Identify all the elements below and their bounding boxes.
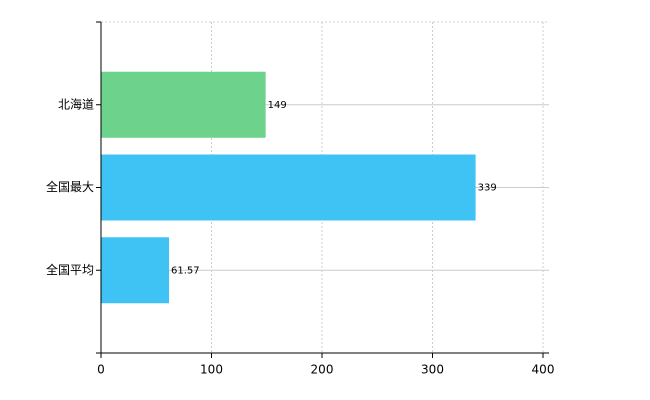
bar (101, 71, 266, 138)
y-tick-label: 全国平均 (46, 262, 94, 277)
x-tick-label: 400 (532, 363, 555, 377)
y-tick-label: 全国最大 (46, 179, 94, 194)
value-label: 149 (268, 100, 287, 111)
x-tick-label: 300 (421, 363, 444, 377)
x-tick-label: 200 (311, 363, 334, 377)
bar (101, 154, 476, 221)
bar (101, 237, 170, 304)
x-tick-label: 0 (97, 363, 105, 377)
x-tick-label: 100 (200, 363, 223, 377)
y-tick-label: 北海道 (58, 96, 94, 111)
value-label: 339 (478, 183, 497, 194)
value-label: 61.57 (171, 265, 200, 276)
